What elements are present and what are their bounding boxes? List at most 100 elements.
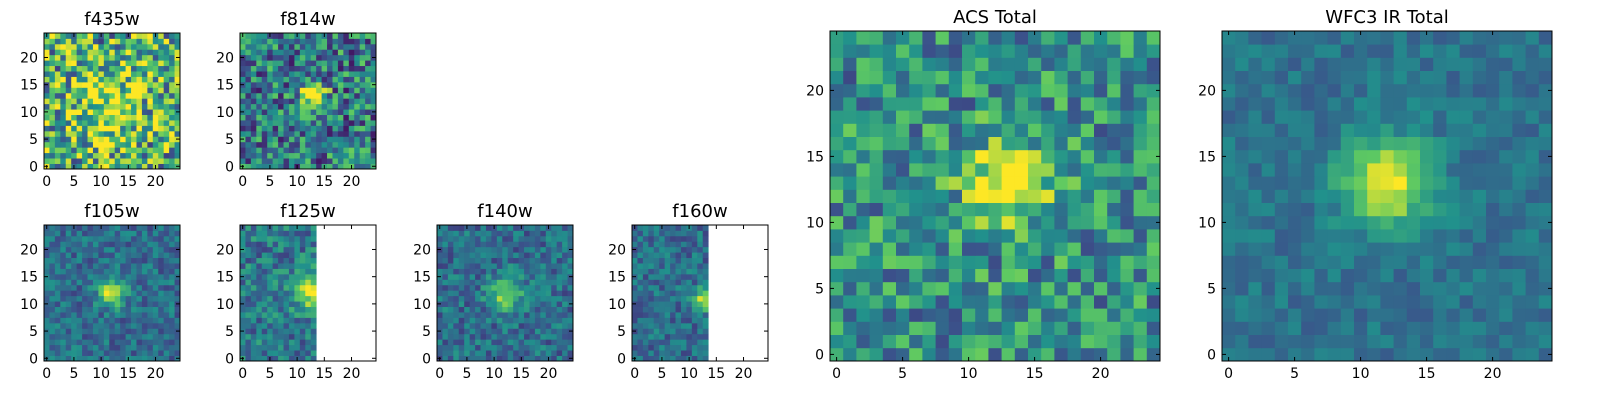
heatmap-cell [54, 158, 61, 164]
heatmap-cell [120, 322, 126, 329]
heatmap-cell [278, 257, 284, 264]
heatmap-cell [44, 350, 50, 356]
heatmap-cell [305, 333, 312, 340]
heatmap-cell [125, 49, 132, 56]
heatmap-cell [305, 71, 312, 77]
heatmap-cell [158, 355, 165, 362]
heatmap-cell [869, 57, 884, 71]
heatmap-cell [1380, 347, 1394, 362]
heatmap-cell [98, 230, 105, 237]
heatmap-cell [65, 87, 72, 94]
heatmap-cell [675, 273, 682, 280]
heatmap-cell [54, 136, 61, 143]
heatmap-cell [240, 147, 246, 154]
heatmap-cell [856, 44, 870, 58]
heatmap-cell [896, 97, 910, 111]
heatmap-cell [1094, 268, 1108, 283]
heatmap-cell [305, 109, 312, 115]
heatmap-cell [1459, 347, 1474, 362]
heatmap-cell [507, 322, 514, 329]
heatmap-cell [442, 241, 449, 248]
heatmap-cell [480, 241, 487, 248]
heatmap-cell [278, 284, 284, 291]
heatmap-cell [1393, 163, 1408, 177]
heatmap-cell [686, 268, 693, 275]
heatmap-cell [1067, 242, 1082, 256]
heatmap-cell [109, 163, 116, 170]
heatmap-cell [491, 290, 498, 297]
heatmap-cell [1001, 163, 1016, 177]
heatmap-cell [518, 263, 525, 269]
heatmap-cell [496, 241, 503, 248]
heatmap-cell [909, 308, 923, 322]
heatmap-cell [136, 114, 143, 121]
heatmap-cell [365, 81, 371, 88]
heatmap-cell [1354, 229, 1368, 243]
heatmap-cell [114, 301, 121, 307]
heatmap-cell [922, 308, 936, 322]
heatmap-cell [680, 246, 687, 253]
heatmap-cell [54, 54, 61, 61]
heatmap-cell [169, 263, 175, 269]
heatmap-cell [975, 215, 989, 230]
heatmap-cell [283, 312, 290, 318]
heatmap-cell [163, 241, 170, 248]
heatmap-cell [272, 125, 279, 132]
heatmap-cell [1472, 136, 1487, 151]
heatmap-cell [1433, 163, 1447, 177]
heatmap-cell [922, 97, 936, 111]
heatmap-cell [131, 38, 137, 45]
heatmap-cell [337, 33, 344, 39]
heatmap-cell [60, 87, 67, 94]
heatmap-cell [480, 268, 487, 275]
heatmap-cell [1499, 31, 1513, 45]
heatmap-cell [551, 273, 558, 280]
heatmap-cell [642, 257, 649, 264]
heatmap-cell [103, 152, 110, 159]
heatmap-cell [125, 54, 132, 61]
heatmap-cell [540, 273, 547, 280]
heatmap-cell [125, 120, 132, 126]
heatmap-cell [469, 268, 476, 275]
heatmap-cell [299, 158, 306, 164]
heatmap-cell [114, 339, 121, 346]
x-tick-label: 0 [832, 366, 841, 382]
heatmap-cell [54, 33, 61, 39]
heatmap-cell [250, 92, 257, 99]
heatmap-cell [507, 306, 514, 313]
heatmap-cell [437, 235, 443, 242]
heatmap-cell [1459, 268, 1474, 283]
heatmap-cell [109, 246, 116, 253]
heatmap-cell [71, 81, 78, 88]
heatmap-cell [1133, 242, 1148, 256]
heatmap-cell [458, 241, 465, 248]
heatmap-cell [76, 54, 83, 61]
heatmap-cell [147, 263, 154, 269]
heatmap-cell [256, 246, 263, 253]
heatmap-cell [962, 44, 976, 58]
heatmap-cell [49, 109, 56, 115]
heatmap-cell [1001, 321, 1016, 335]
heatmap-cell [1041, 163, 1055, 177]
heatmap-cell [163, 136, 170, 143]
heatmap-cell [87, 344, 94, 351]
heatmap-cell [1041, 189, 1055, 203]
heatmap-cell [370, 152, 377, 159]
heatmap-cell [272, 71, 279, 77]
heatmap-cell [567, 322, 574, 329]
heatmap-cell [60, 317, 67, 324]
heatmap-cell [1340, 44, 1355, 58]
heatmap-cell [240, 130, 246, 137]
heatmap-cell [82, 65, 88, 72]
heatmap-cell [1248, 308, 1262, 322]
heatmap-cell [87, 241, 94, 248]
heatmap-cell [283, 355, 290, 362]
heatmap-cell [1512, 163, 1526, 177]
heatmap-cell [54, 241, 61, 248]
heatmap-cell [136, 328, 143, 335]
heatmap-cell [174, 33, 181, 39]
heatmap-cell [125, 252, 132, 259]
heatmap-cell [1472, 215, 1487, 230]
heatmap-cell [1120, 242, 1134, 256]
